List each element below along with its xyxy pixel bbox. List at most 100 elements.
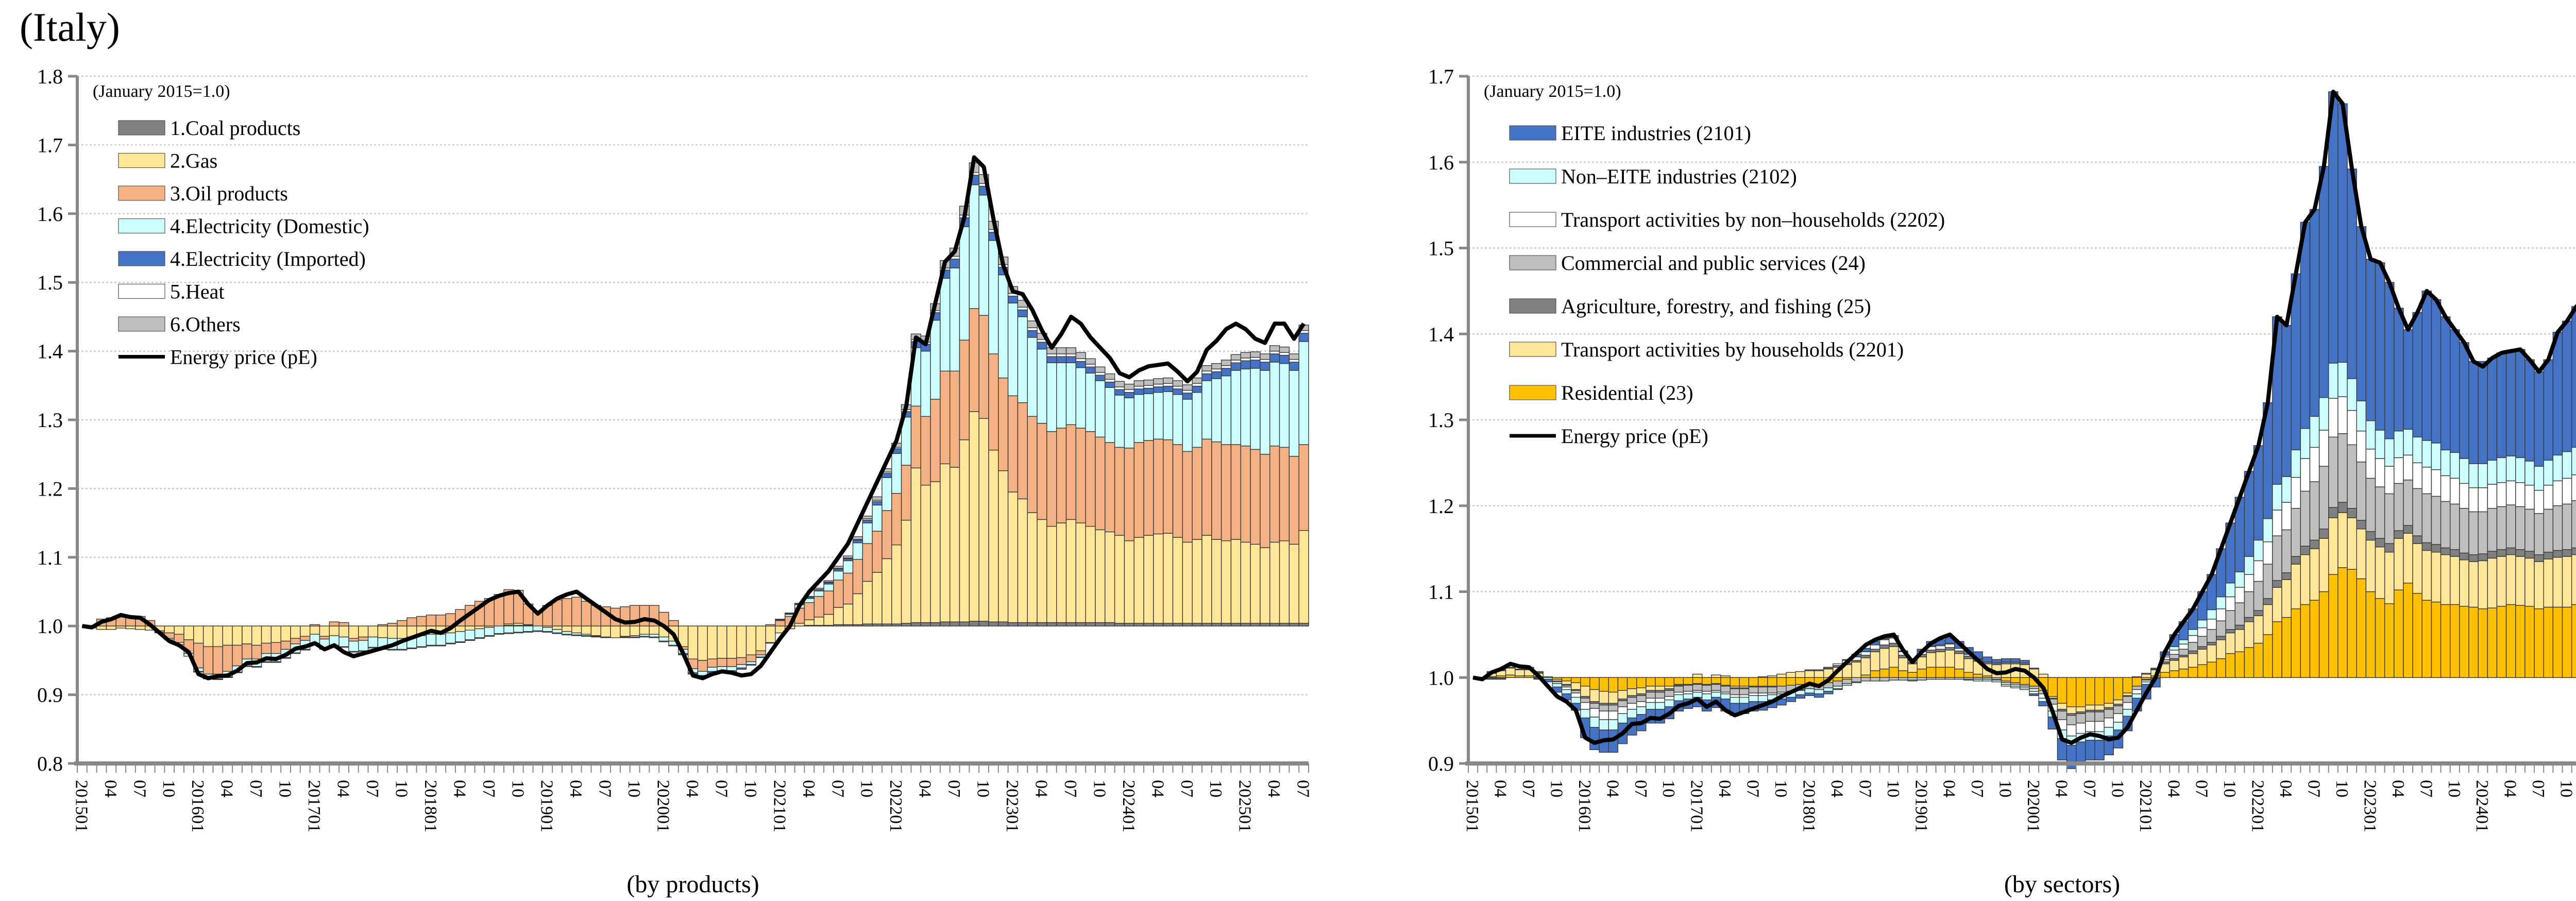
bar-segment	[2375, 486, 2385, 539]
bar-segment	[2562, 478, 2572, 505]
bar-segment	[1298, 530, 1309, 624]
bar-segment	[2131, 693, 2142, 699]
x-tick-label: 10	[1090, 780, 1109, 797]
bar-segment	[891, 453, 902, 494]
bar-segment	[1561, 686, 1572, 690]
bar-segment	[2478, 608, 2488, 678]
bar-segment	[1298, 444, 1309, 531]
bar-segment	[1075, 358, 1086, 362]
bar-segment	[1007, 491, 1019, 623]
bar-segment	[765, 625, 776, 643]
bar-segment	[1748, 695, 1759, 702]
bar-segment	[2300, 222, 2311, 429]
bar-segment	[1289, 456, 1299, 545]
bar-segment	[309, 624, 320, 626]
page-title: (Italy)	[20, 5, 120, 49]
bar-segment	[1870, 644, 1880, 650]
bar-segment	[1230, 360, 1241, 363]
bar-segment	[2347, 517, 2357, 570]
bar-segment	[2356, 400, 2367, 432]
x-tick-label: 201701	[304, 780, 324, 832]
bar-segment	[2169, 650, 2180, 655]
bar-segment	[833, 607, 844, 625]
bar-segment	[367, 636, 379, 648]
bar-segment	[1027, 416, 1038, 513]
bar-segment	[2478, 560, 2488, 609]
bar-segment	[1954, 650, 1964, 654]
bar-segment	[969, 411, 979, 622]
bar-segment	[1182, 384, 1193, 391]
bar-segment	[1250, 449, 1261, 545]
bar-segment	[2552, 606, 2563, 678]
bar-segment	[2207, 642, 2217, 645]
bar-segment	[2216, 608, 2226, 621]
bar-segment	[1608, 691, 1619, 704]
bar-segment	[2337, 396, 2348, 434]
bar-segment	[174, 634, 184, 643]
bar-segment	[2207, 629, 2217, 643]
bar-segment	[2347, 378, 2357, 411]
bar-segment	[600, 636, 611, 638]
x-tick-label: 10	[974, 780, 993, 797]
x-tick-label: 07	[1968, 780, 1987, 797]
bar-segment	[1289, 370, 1299, 457]
bar-segment	[1133, 388, 1144, 395]
bar-segment	[2281, 617, 2292, 678]
bar-segment	[2505, 480, 2516, 505]
bar-segment	[2263, 604, 2273, 635]
bar-segment	[1730, 688, 1740, 695]
bar-segment	[1269, 445, 1280, 543]
bar-segment	[2571, 500, 2576, 549]
bar-segment	[1617, 677, 1628, 691]
legend-label: 6.Others	[170, 313, 241, 336]
bar-segment	[1143, 535, 1154, 624]
bar-segment	[1664, 696, 1674, 701]
bar-segment	[2403, 329, 2413, 430]
bar-segment	[998, 377, 1009, 471]
bar-segment	[2505, 504, 2516, 549]
bar-segment	[1608, 719, 1619, 730]
bar-segment	[2412, 462, 2422, 489]
bar-segment	[300, 636, 311, 641]
bar-segment	[222, 625, 233, 646]
bar-segment	[164, 625, 175, 634]
bar-segment	[455, 625, 466, 632]
bar-segment	[1833, 686, 1843, 689]
legend-item: Commercial and public services (24)	[1509, 251, 1866, 275]
bar-segment	[2318, 430, 2329, 467]
bar-segment	[1683, 677, 1693, 685]
bar-segment	[2375, 430, 2385, 459]
bar-segment	[2337, 567, 2348, 678]
legend-swatch	[1509, 298, 1556, 314]
y-tick-label: 1.3	[37, 409, 63, 432]
bar-segment	[2552, 454, 2563, 482]
legend-label: Agriculture, forestry, and fishing (25)	[1561, 295, 1871, 318]
bar-segment	[2412, 436, 2422, 464]
bar-segment	[2318, 397, 2329, 431]
bar-segment	[2113, 705, 2124, 714]
bar-segment	[2225, 632, 2235, 654]
bar-segment	[1279, 623, 1290, 626]
bar-segment	[319, 625, 330, 637]
bar-segment	[2505, 547, 2516, 555]
bar-segment	[2478, 487, 2488, 513]
bar-segment	[2487, 460, 2498, 485]
bar-segment	[920, 416, 931, 486]
legend-label: Residential (23)	[1561, 381, 1693, 404]
bar-segment	[978, 315, 989, 419]
bar-segment	[940, 370, 951, 465]
bar-segment	[1298, 333, 1309, 342]
bar-segment	[1580, 698, 1590, 703]
bar-segment	[1046, 362, 1057, 432]
bar-segment	[2216, 636, 2226, 640]
bar-segment	[1589, 717, 1600, 728]
bar-segment	[1182, 541, 1193, 624]
bar-segment	[978, 195, 989, 316]
bar-segment	[988, 353, 999, 451]
bar-segment	[2543, 508, 2554, 553]
bar-segment	[125, 625, 136, 630]
bar-segment	[1279, 447, 1290, 541]
bar-segment	[717, 625, 727, 659]
bar-segment	[2225, 610, 2235, 630]
legend-label: Transport activities by households (2201…	[1561, 338, 1904, 361]
